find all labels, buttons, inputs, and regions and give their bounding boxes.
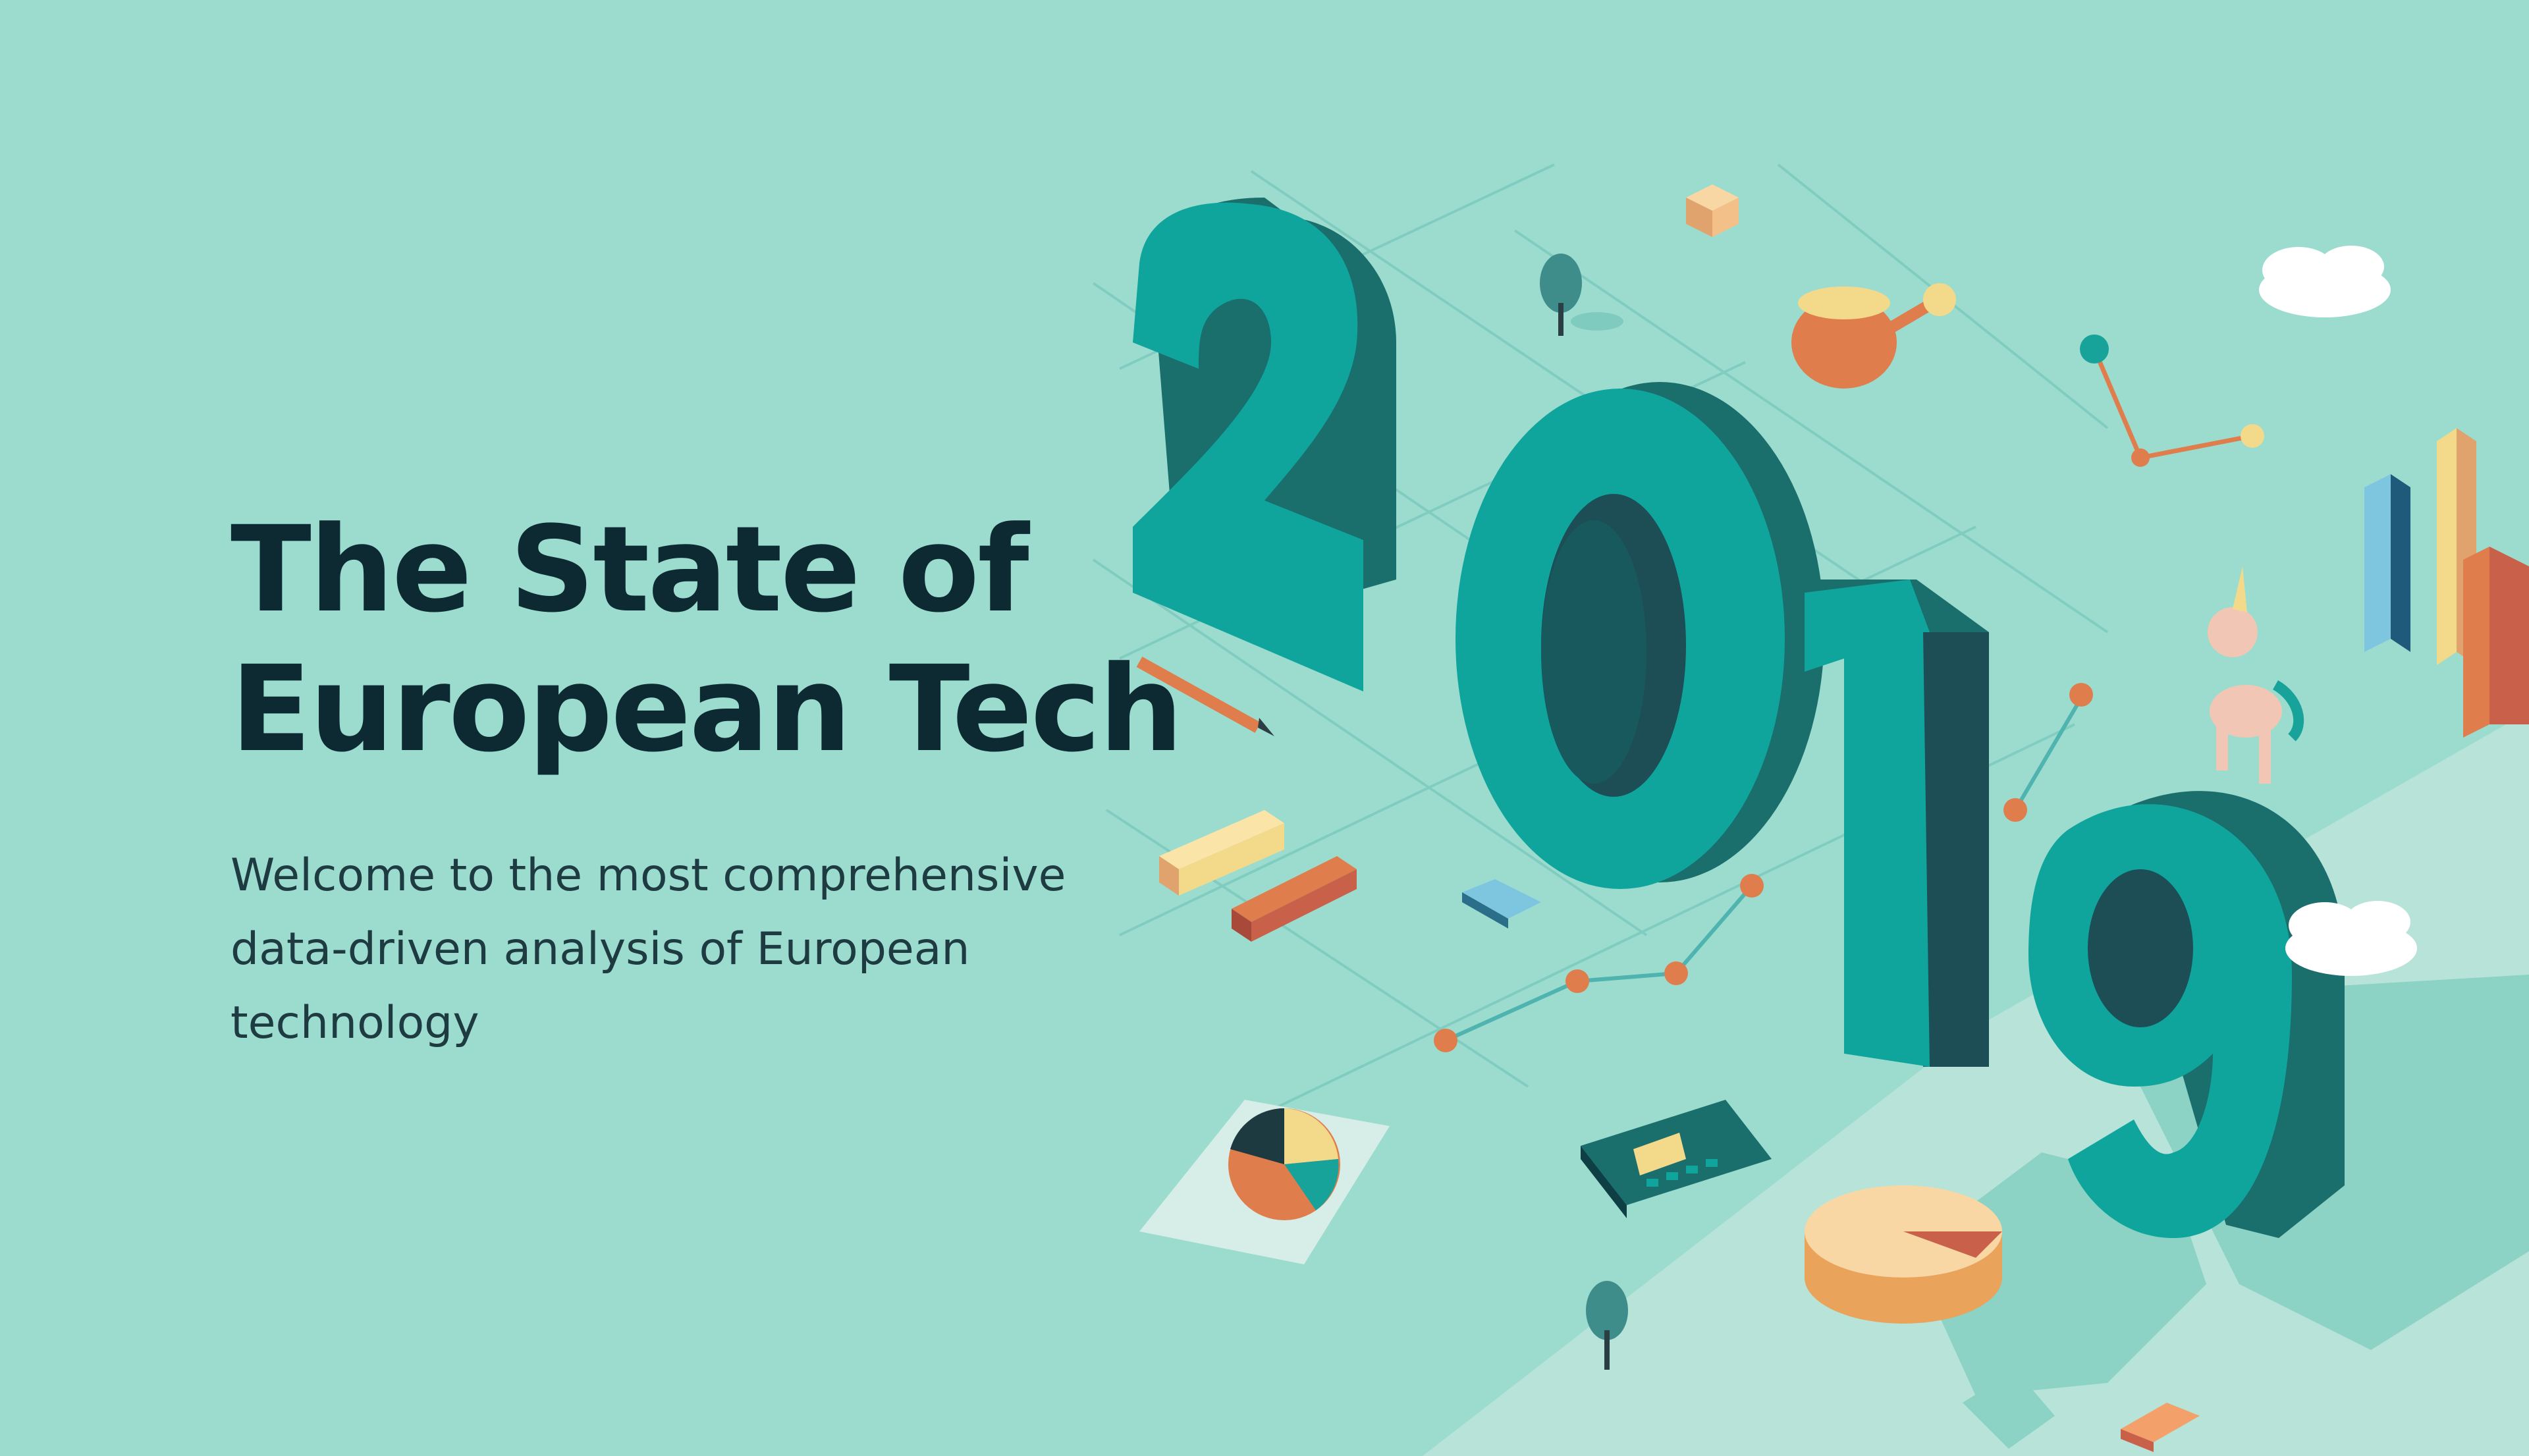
bar-chart-columns-icon [2364,428,2529,738]
bar-blocks-icon [1159,810,1357,942]
cloud-icon-2 [2285,901,2417,976]
cheese-wheel-icon [1805,1185,2002,1324]
digit-0 [1455,382,1824,889]
tree-icon [1540,254,1623,336]
cube-icon [1686,184,1739,237]
title-line-1: The State of [231,501,1029,639]
page-subtitle: Welcome to the most comprehensive data-d… [231,849,1066,1049]
calculator-icon [1581,1100,1772,1218]
pie-chart-paper-icon [1139,1100,1390,1264]
digit-2 [1133,198,1396,691]
watering-can-icon [1791,283,1956,389]
digit-9 [2028,791,2345,1238]
page-title: The State of European Tech [231,500,1185,780]
cloud-icon [2259,246,2391,317]
digit-1 [1805,580,1989,1067]
tree-icon-bottom [1586,1281,1628,1370]
hero-illustration [1092,163,2529,1456]
car-icon [1462,879,1541,929]
hero-text-block: The State of European Tech Welcome to th… [231,500,1185,1060]
title-line-2: European Tech [231,641,1183,778]
line-chart-nodes-icon [1434,335,2264,1052]
car-icon-orange [2121,1403,2200,1452]
unicorn-icon [2208,566,2304,784]
pencil-icon [1136,657,1274,736]
